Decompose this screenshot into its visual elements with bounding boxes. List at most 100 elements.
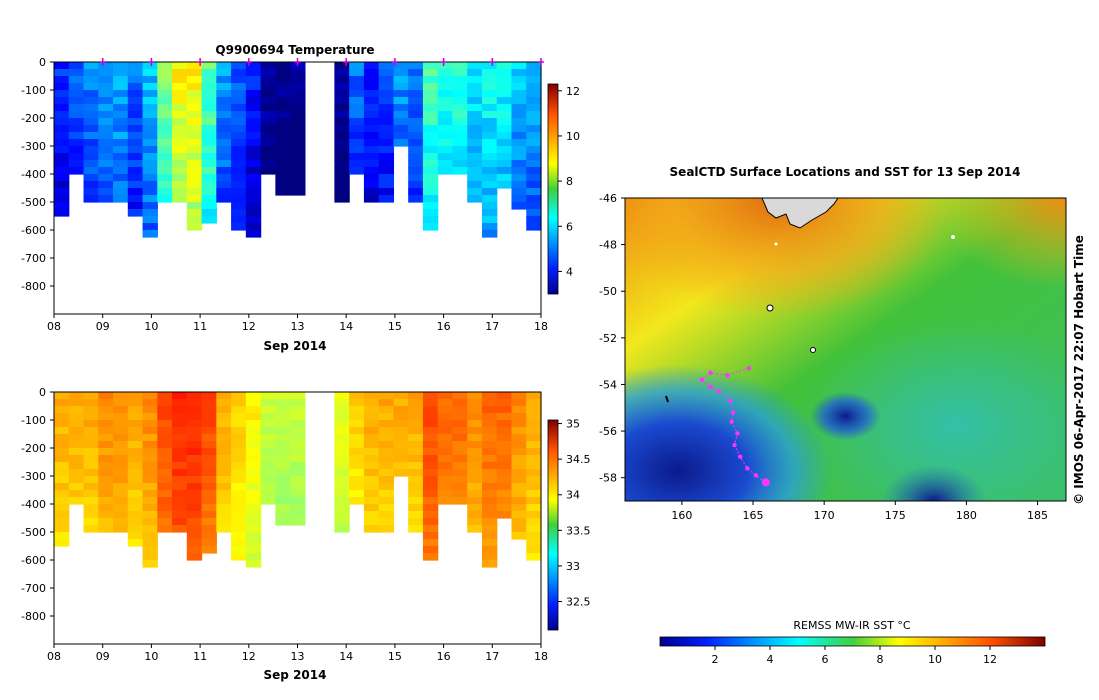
profile-cell — [231, 434, 247, 442]
profile-cell — [290, 146, 306, 154]
profile-cell — [260, 97, 276, 105]
x-tick-label: 08 — [47, 320, 61, 333]
profile-cell — [275, 483, 291, 491]
profile-cell — [54, 490, 70, 498]
profile-cell — [349, 483, 365, 491]
profile-cell — [142, 181, 158, 189]
profile-cell — [378, 125, 395, 133]
profile-cell — [378, 153, 395, 161]
profile-cell — [216, 413, 232, 421]
profile-cell — [216, 167, 232, 175]
profile-cell — [378, 104, 395, 112]
profile-cell — [201, 504, 217, 512]
profile-cell — [363, 174, 380, 182]
y-tick-label: -700 — [21, 582, 46, 595]
profile-cell — [113, 392, 129, 400]
profile-cell — [260, 455, 276, 463]
profile-cell — [363, 427, 380, 435]
profile-cell — [363, 511, 380, 519]
profile-cell — [437, 153, 454, 161]
profile-cell — [98, 153, 114, 161]
profile-cell — [142, 392, 158, 400]
profile-cell — [437, 62, 454, 70]
profile-cell — [127, 76, 144, 84]
profile-cell — [127, 160, 144, 168]
profile-cell — [467, 469, 483, 477]
profile-cell — [186, 181, 203, 189]
profile-cell — [142, 476, 158, 484]
profile-cell — [408, 490, 424, 498]
profile-cell — [408, 69, 424, 77]
profile-cell — [157, 490, 173, 498]
profile-cell — [142, 104, 158, 112]
profile-cell — [481, 392, 498, 400]
profile-cell — [83, 518, 99, 526]
profile-cell — [363, 146, 380, 154]
profile-cell — [437, 462, 454, 470]
profile-cell — [260, 132, 276, 140]
profile-cell — [496, 476, 513, 484]
profile-cell — [437, 160, 454, 168]
profile-cell — [231, 104, 247, 112]
profile-cell — [393, 434, 409, 442]
profile-cell — [68, 153, 85, 161]
x-tick-label: 13 — [291, 320, 305, 333]
profile-cell — [157, 448, 173, 456]
profile-cell — [481, 441, 498, 449]
profile-cell — [157, 476, 173, 484]
profile-cell — [54, 132, 70, 140]
profile-cell — [98, 413, 114, 421]
profile-cell — [54, 181, 70, 189]
profile-cell — [481, 111, 498, 119]
profile-cell — [245, 553, 262, 561]
profile-cell — [334, 132, 350, 140]
profile-cell — [68, 497, 85, 505]
profile-cell — [54, 97, 70, 105]
profile-cell — [201, 441, 217, 449]
profile-cell — [452, 104, 468, 112]
profile-cell — [98, 132, 114, 140]
profile-cell — [481, 76, 498, 84]
profile-cell — [142, 209, 158, 217]
profile-cell — [113, 83, 129, 91]
profile-cell — [290, 441, 306, 449]
profile-cell — [275, 76, 291, 84]
profile-cell — [83, 118, 99, 126]
colorbar-tick-label: 33.5 — [566, 524, 591, 537]
profile-cell — [452, 111, 468, 119]
profile-cell — [378, 518, 395, 526]
profile-cell — [526, 427, 542, 435]
profile-cell — [422, 139, 439, 147]
profile-cell — [275, 132, 291, 140]
profile-cell — [98, 448, 114, 456]
profile-cell — [54, 195, 70, 203]
profile-cell — [157, 455, 173, 463]
profile-cell — [127, 111, 144, 119]
x-tick-label: 12 — [242, 650, 256, 663]
profile-cell — [127, 153, 144, 161]
profile-cell — [378, 448, 395, 456]
profile-cell — [260, 427, 276, 435]
profile-cell — [127, 448, 144, 456]
profile-cell — [437, 167, 454, 175]
profile-cell — [157, 139, 173, 147]
profile-cell — [54, 202, 70, 210]
profile-cell — [408, 125, 424, 133]
profile-cell — [526, 525, 542, 533]
profile-cell — [467, 518, 483, 526]
salinity-panel: 0 -100 -200 -300 -400 -500 -600 -700 -800 08 09 10… — [21, 386, 590, 682]
profile-cell — [245, 76, 262, 84]
profile-cell — [437, 118, 454, 126]
profile-cell — [393, 139, 409, 147]
seal-track — [699, 365, 770, 487]
profile-cell — [408, 518, 424, 526]
temperature-cells — [54, 62, 542, 238]
profile-cell — [186, 399, 203, 407]
profile-cell — [363, 62, 380, 70]
profile-cell — [481, 448, 498, 456]
profile-cell — [260, 490, 276, 498]
profile-cell — [437, 125, 454, 133]
profile-cell — [172, 504, 188, 512]
profile-cell — [481, 174, 498, 182]
profile-cell — [142, 223, 158, 231]
